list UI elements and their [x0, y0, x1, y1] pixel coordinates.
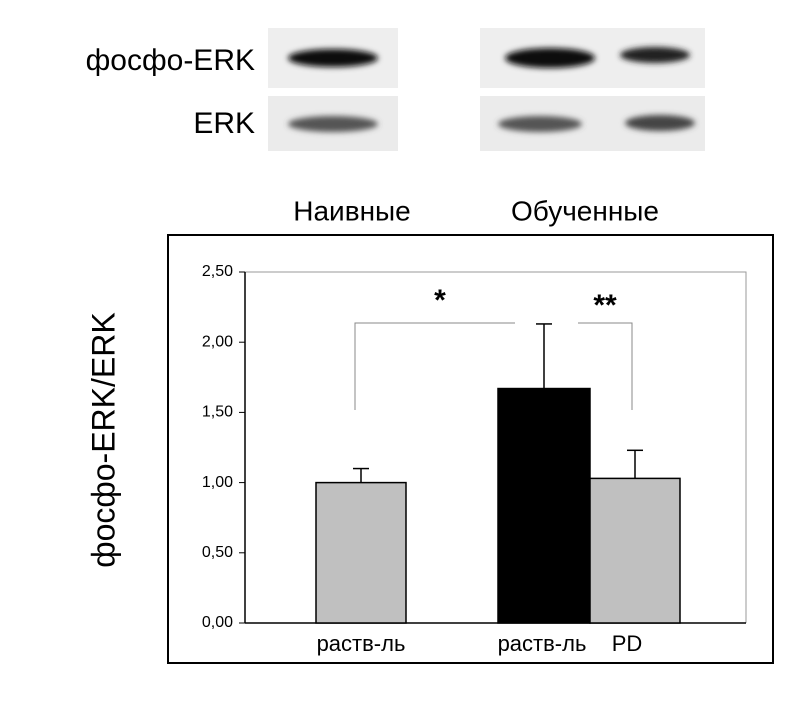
western-blot — [268, 28, 705, 151]
y-tick-label: 1,50 — [202, 404, 233, 421]
plot-border — [245, 271, 747, 623]
x-tick-label: раств-ль — [498, 631, 587, 656]
blot-label: ERK — [193, 107, 255, 140]
blot-label: фосфо-ERK — [86, 44, 255, 77]
bar — [497, 387, 591, 624]
y-axis-label: фосфо-ERK/ERK — [85, 312, 121, 567]
x-tick-label: PD — [612, 631, 643, 656]
y-tick-label: 2,50 — [202, 263, 233, 280]
annotation: ** — [593, 289, 617, 322]
significance-brackets — [354, 322, 633, 410]
x-tick-label: раств-ль — [317, 631, 406, 656]
y-tick-label: 1,00 — [202, 474, 233, 491]
bar — [315, 481, 407, 624]
bar — [589, 477, 681, 624]
frame — [167, 234, 774, 664]
group-label: Наивные — [293, 195, 410, 226]
group-label: Обученные — [511, 195, 659, 226]
annotation: * — [434, 284, 446, 317]
y-tick-label: 2,00 — [202, 333, 233, 350]
y-tick-label: 0,50 — [202, 544, 233, 561]
y-tick-label: 0,00 — [202, 614, 233, 631]
